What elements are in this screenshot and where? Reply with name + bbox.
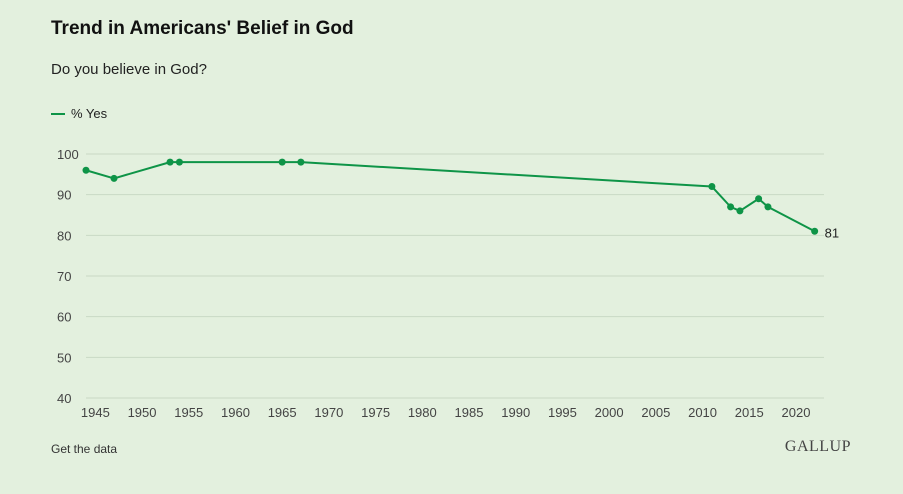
x-tick-label: 1990 — [501, 405, 530, 420]
x-tick-label: 1975 — [361, 405, 390, 420]
data-point — [82, 166, 90, 174]
data-point — [110, 174, 118, 182]
data-point — [708, 183, 716, 191]
legend-label: % Yes — [71, 106, 108, 121]
data-point — [727, 203, 735, 211]
x-tick-label: 2010 — [688, 405, 717, 420]
x-tick-label: 1945 — [81, 405, 110, 420]
data-point — [297, 158, 305, 166]
y-tick-label: 50 — [57, 350, 71, 365]
data-point — [811, 227, 819, 235]
x-tick-label: 1965 — [268, 405, 297, 420]
chart-subtitle: Do you believe in God? — [51, 61, 207, 78]
get-the-data-link[interactable]: Get the data — [51, 442, 118, 456]
x-tick-label: 2000 — [595, 405, 624, 420]
x-tick-label: 2015 — [735, 405, 764, 420]
x-tick-label: 1960 — [221, 405, 250, 420]
y-tick-label: 80 — [57, 228, 71, 243]
data-point — [278, 158, 286, 166]
data-point — [755, 195, 763, 203]
legend: % Yes — [51, 106, 107, 121]
y-tick-label: 70 — [57, 269, 71, 284]
x-tick-label: 1985 — [455, 405, 484, 420]
data-point — [764, 203, 772, 211]
x-tick-label: 1995 — [548, 405, 577, 420]
x-tick-label: 1955 — [174, 405, 203, 420]
y-tick-label: 100 — [57, 147, 79, 162]
x-tick-label: 2005 — [641, 405, 670, 420]
y-tick-label: 60 — [57, 310, 71, 325]
series-line — [85, 161, 816, 233]
gallup-logo: GALLUP — [784, 438, 851, 455]
data-point — [175, 158, 183, 166]
x-tick-label: 2020 — [782, 405, 811, 420]
x-tick-label: 1970 — [314, 405, 343, 420]
y-tick-label: 40 — [57, 391, 71, 406]
x-tick-label: 1980 — [408, 405, 437, 420]
x-tick-label: 1950 — [128, 405, 157, 420]
chart-title: Trend in Americans' Belief in God — [51, 18, 354, 39]
legend-swatch — [51, 112, 65, 115]
data-point — [166, 158, 174, 166]
data-point — [736, 207, 744, 215]
data-label: 81 — [825, 225, 839, 240]
y-tick-label: 90 — [57, 188, 71, 203]
